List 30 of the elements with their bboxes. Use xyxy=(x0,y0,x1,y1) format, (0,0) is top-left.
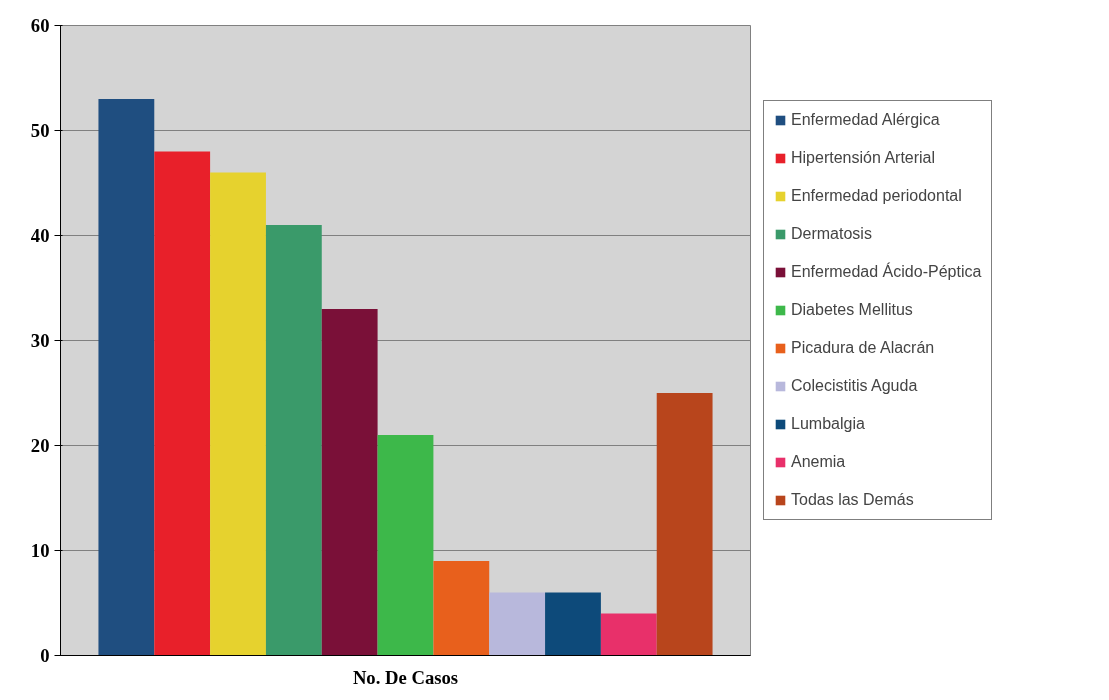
bar xyxy=(656,393,713,656)
bar xyxy=(545,592,601,656)
legend-label: Hipertensión Arterial xyxy=(791,149,936,167)
y-tick-label: 60 xyxy=(30,15,50,36)
legend-label: Lumbalgia xyxy=(791,415,865,433)
bar xyxy=(154,151,211,656)
legend-label: Anemia xyxy=(791,453,846,471)
y-tick-label: 0 xyxy=(40,645,50,666)
legend-label: Dermatosis xyxy=(791,225,872,243)
x-tick-label: No. De Casos xyxy=(352,666,459,688)
bar xyxy=(98,99,155,656)
legend-label: Diabetes Mellitus xyxy=(791,301,913,319)
bar xyxy=(321,309,378,656)
legend-label: Enfermedad Ácido-Péptica xyxy=(791,263,982,281)
y-tick-label: 20 xyxy=(30,435,50,456)
legend-label: Enfermedad Alérgica xyxy=(791,111,940,129)
y-tick-label: 50 xyxy=(30,120,50,141)
legend-label: Todas las Demás xyxy=(791,491,914,509)
legend-label: Enfermedad periodontal xyxy=(791,187,962,205)
bar xyxy=(377,435,434,656)
legend-label: Picadura de Alacrán xyxy=(791,339,935,357)
legend-label: Colecistitis Aguda xyxy=(791,377,918,395)
bar xyxy=(489,592,546,656)
bar xyxy=(210,172,266,656)
bar xyxy=(600,613,657,656)
bar xyxy=(265,225,322,656)
y-tick-label: 40 xyxy=(30,225,50,246)
y-tick-label: 10 xyxy=(30,540,50,561)
bar xyxy=(433,561,490,656)
y-tick-label: 30 xyxy=(30,330,50,351)
